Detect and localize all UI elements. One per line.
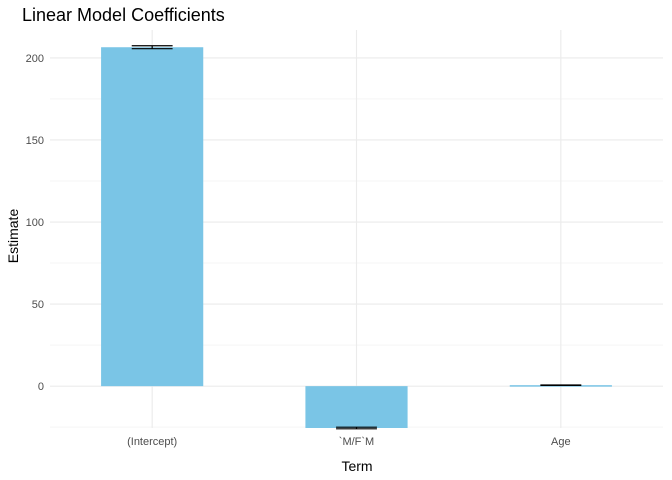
bars bbox=[101, 47, 612, 428]
y-tick-label: 0 bbox=[38, 381, 44, 393]
y-tick-label: 150 bbox=[26, 135, 44, 147]
bar bbox=[305, 386, 408, 428]
y-tick-label: 200 bbox=[26, 53, 44, 65]
x-tick-labels: (Intercept) `M/F`M Age bbox=[127, 436, 571, 448]
error-bars bbox=[131, 45, 582, 430]
y-tick-labels: 0 50 100 150 200 bbox=[26, 53, 44, 393]
y-tick-label: 100 bbox=[26, 217, 44, 229]
x-tick-label: (Intercept) bbox=[127, 436, 177, 448]
error-bar bbox=[336, 426, 377, 430]
y-axis-title: Estimate bbox=[5, 209, 21, 264]
chart-title: Linear Model Coefficients bbox=[22, 5, 225, 25]
x-tick-label: Age bbox=[551, 436, 571, 448]
bar bbox=[101, 47, 204, 387]
error-bar bbox=[131, 45, 173, 50]
y-tick-label: 50 bbox=[32, 299, 44, 311]
x-tick-label: `M/F`M bbox=[339, 436, 374, 448]
x-axis-title: Term bbox=[341, 458, 372, 474]
